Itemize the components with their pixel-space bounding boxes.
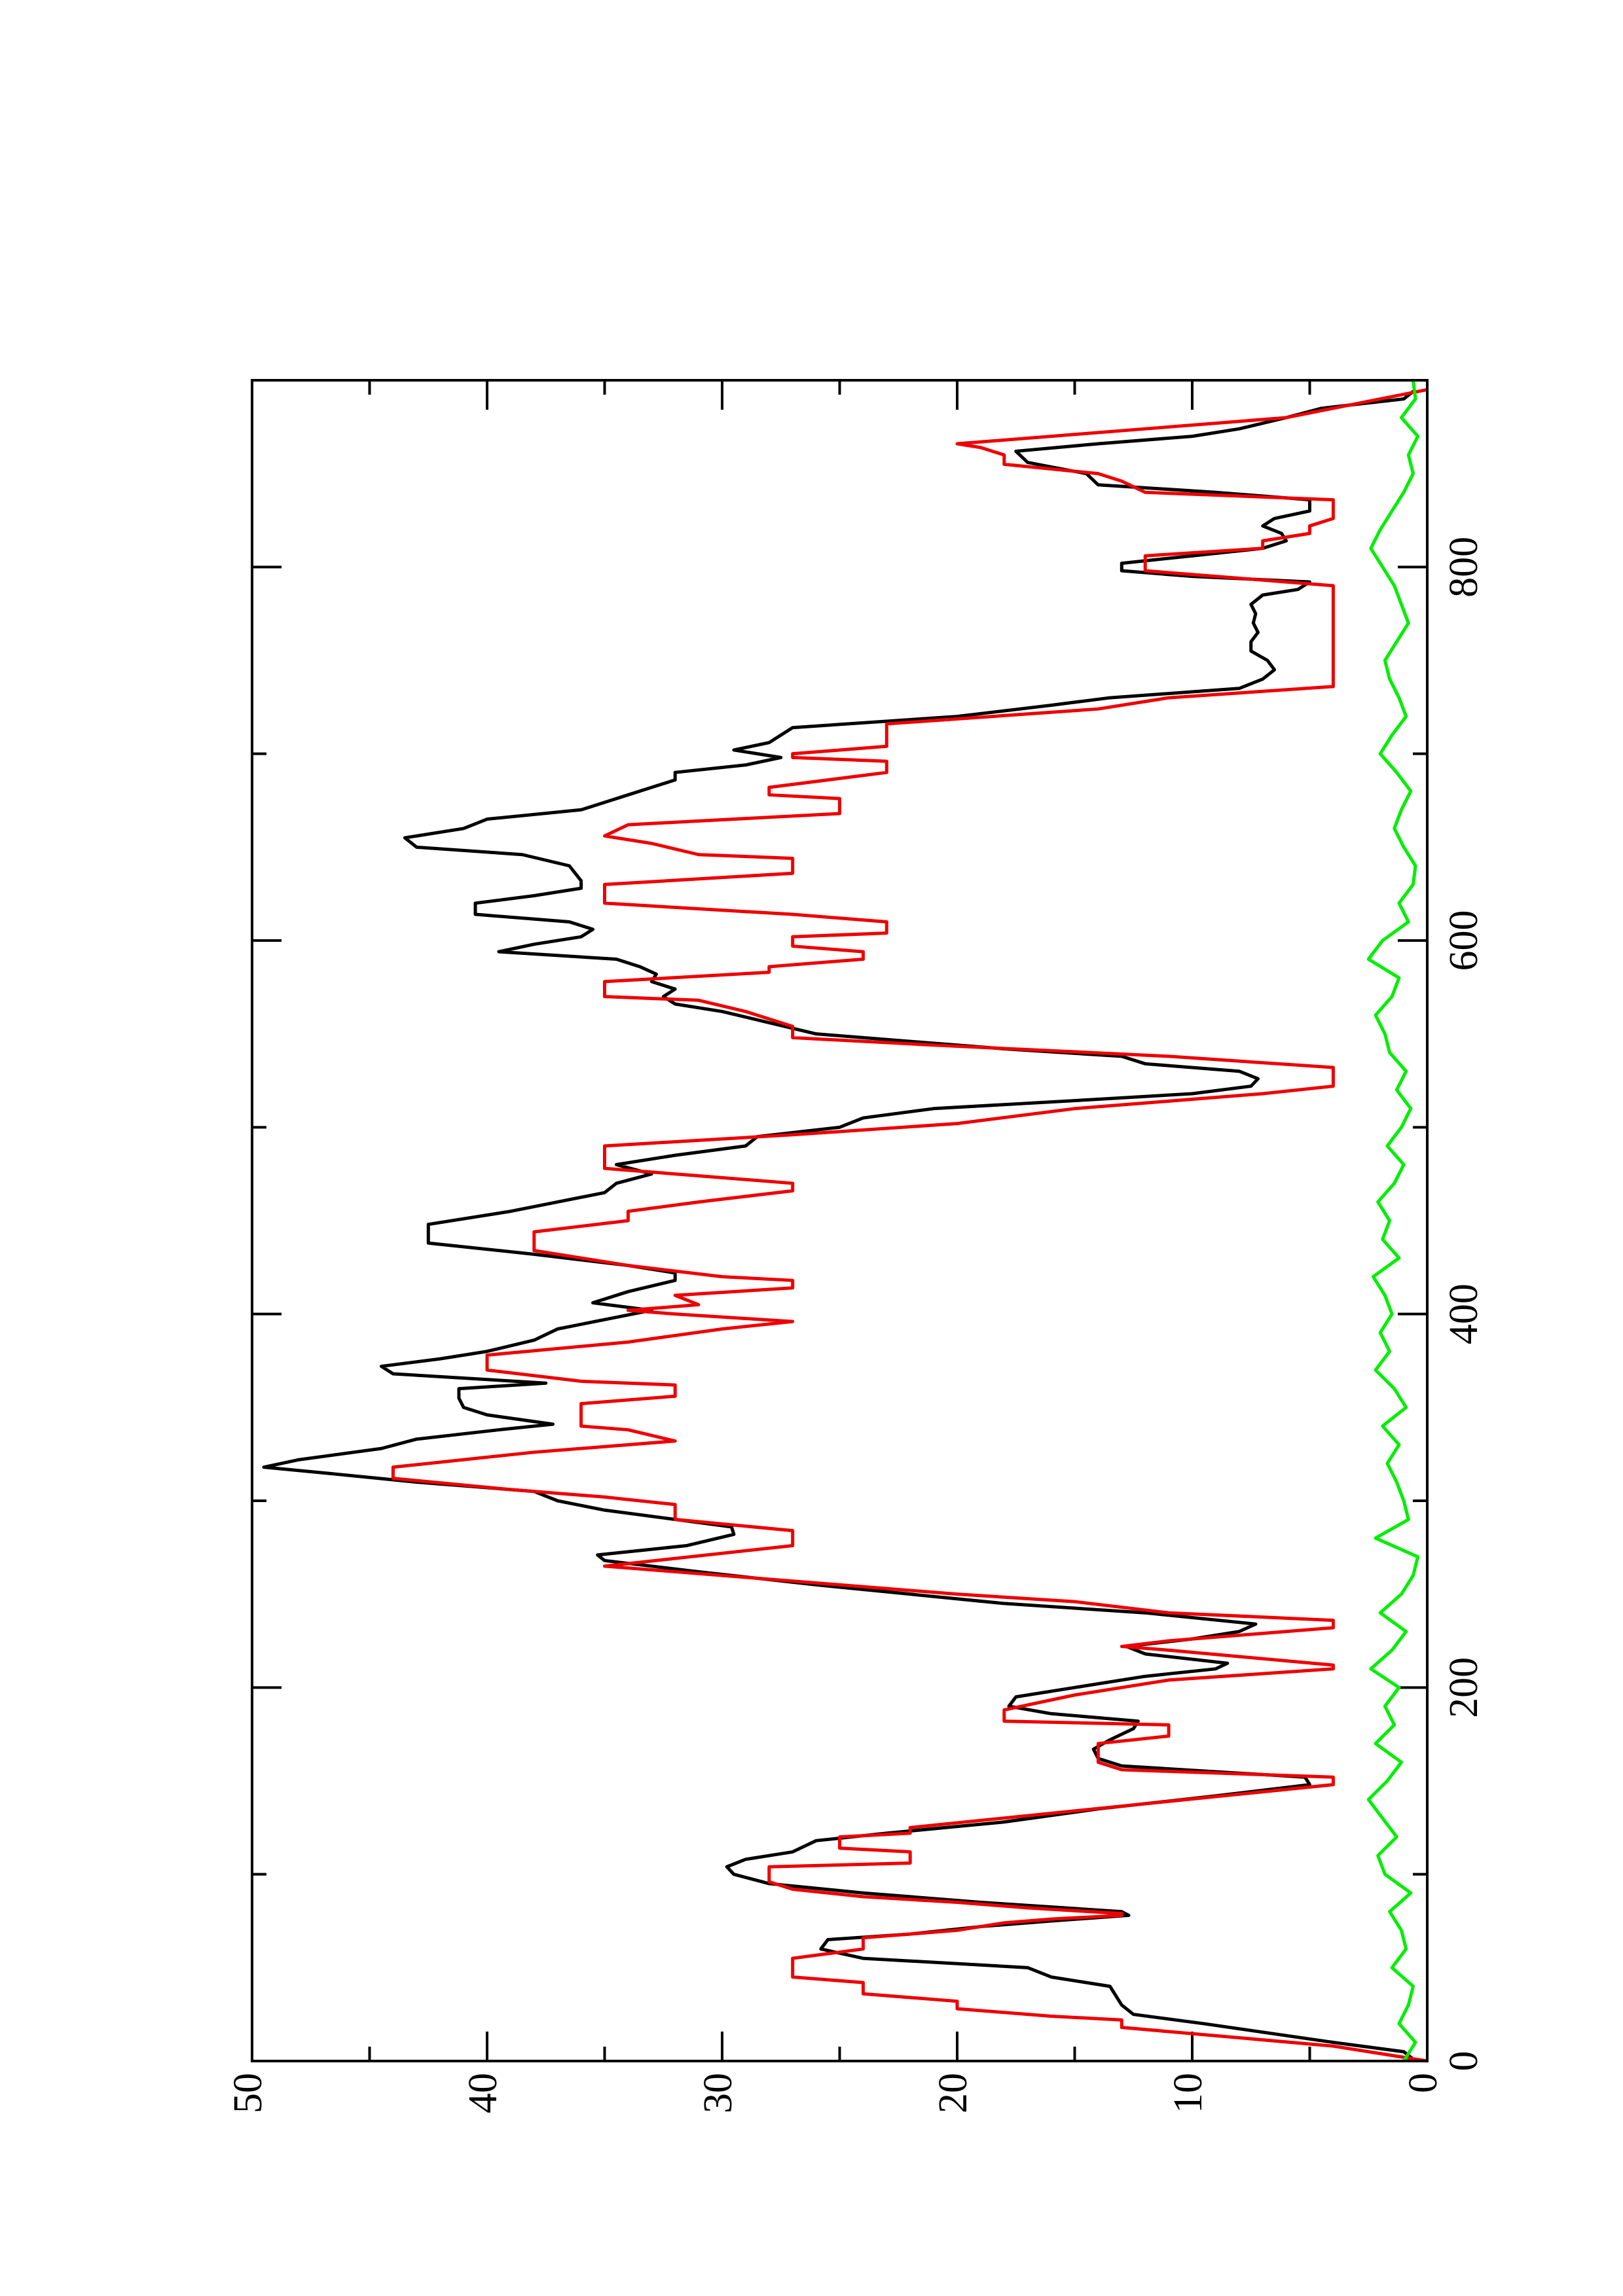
y-tick-label: 50	[226, 2073, 270, 2113]
x-tick-label: 0	[1442, 2051, 1486, 2072]
x-tick-label: 800	[1442, 537, 1486, 598]
x-tick-label: 200	[1442, 1657, 1486, 1718]
x-tick-label: 400	[1442, 1283, 1486, 1344]
x-tick-label: 600	[1442, 910, 1486, 971]
y-tick-label: 0	[1401, 2073, 1446, 2093]
y-tick-label: 10	[1166, 2073, 1211, 2113]
plot-area: 0 200 400 600 800 0 10 20 30 40 50	[226, 379, 1486, 2113]
y-tick-label: 30	[696, 2073, 740, 2113]
y-tick-label: 40	[461, 2073, 505, 2113]
series-line	[262, 388, 1417, 2062]
series-line	[1366, 380, 1420, 2062]
y-tick-label: 20	[931, 2073, 976, 2113]
plot-frame	[251, 379, 1429, 2062]
series-line	[391, 387, 1428, 2063]
